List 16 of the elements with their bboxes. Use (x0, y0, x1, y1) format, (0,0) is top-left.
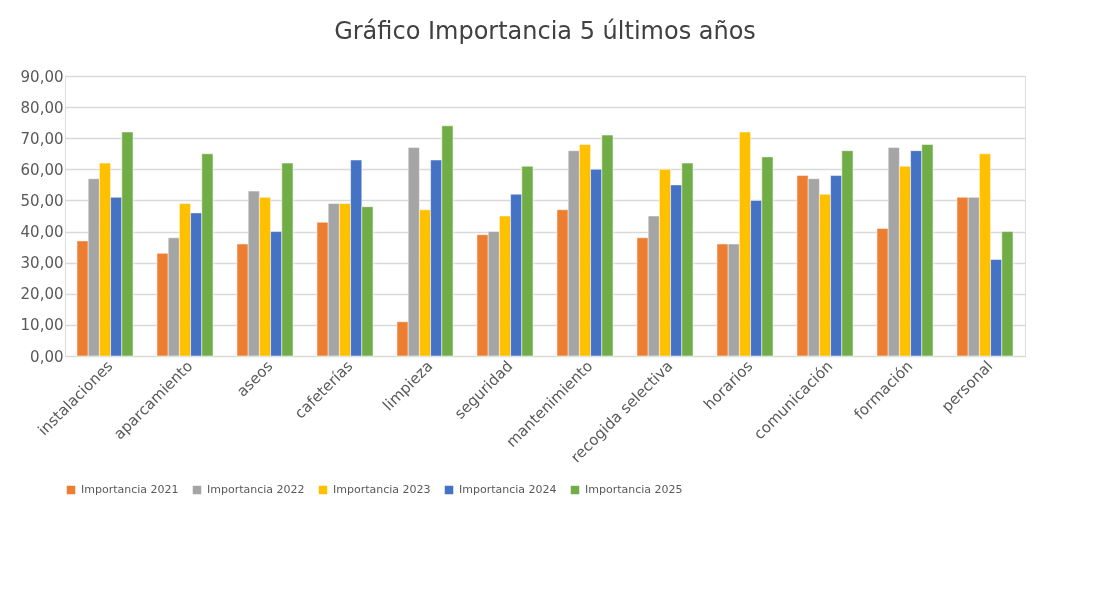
y-tick-label: 10,00 (20, 316, 64, 335)
y-tick-label: 70,00 (20, 129, 64, 148)
legend-label: Importancia 2024 (459, 483, 557, 496)
y-tick-label: 80,00 (20, 98, 64, 117)
legend-label: Importancia 2022 (207, 483, 305, 496)
y-tick-label: 30,00 (20, 254, 64, 273)
y-tick-label: 90,00 (20, 67, 64, 86)
y-tick-label: 50,00 (20, 191, 64, 210)
legend-label: Importancia 2025 (585, 483, 683, 496)
y-tick-label: 20,00 (20, 285, 64, 304)
y-tick-label: 0,00 (30, 347, 64, 366)
y-tick-label: 40,00 (20, 223, 64, 242)
legend-label: Importancia 2021 (81, 483, 179, 496)
chart-title: Gráfico Importancia 5 últimos años (334, 17, 756, 45)
legend-label: Importancia 2023 (333, 483, 431, 496)
y-tick-label: 60,00 (20, 160, 64, 179)
